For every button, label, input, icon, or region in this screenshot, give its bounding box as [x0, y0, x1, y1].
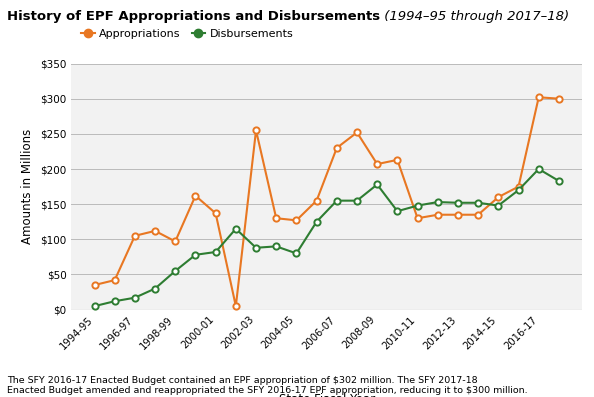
Text: (1994–95 through 2017–18): (1994–95 through 2017–18) [380, 10, 570, 23]
Y-axis label: Amounts in Millions: Amounts in Millions [21, 129, 34, 244]
X-axis label: State Fiscal Year: State Fiscal Year [279, 393, 375, 397]
Text: History of EPF Appropriations and Disbursements: History of EPF Appropriations and Disbur… [7, 10, 380, 23]
Legend: Appropriations, Disbursements: Appropriations, Disbursements [77, 25, 298, 44]
Text: The SFY 2016-17 Enacted Budget contained an EPF appropriation of $302 million. T: The SFY 2016-17 Enacted Budget contained… [7, 376, 527, 395]
